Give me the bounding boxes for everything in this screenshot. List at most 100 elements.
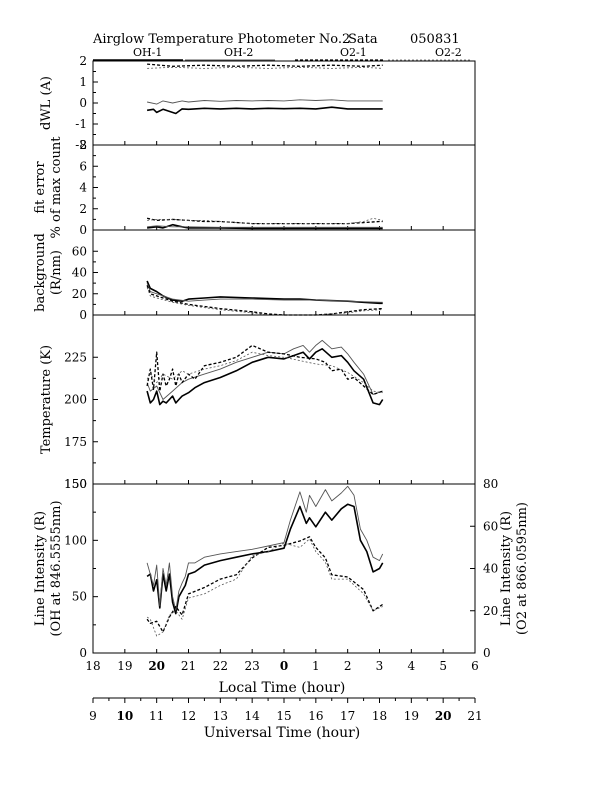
y-right-tick-label: 20: [483, 604, 498, 618]
local-tick-label: 19: [117, 659, 132, 673]
panel-fit: 8 6 4 2 0 fit error% of max count: [33, 136, 476, 239]
universal-tick-label: 18: [372, 709, 387, 723]
series-line-o2-2: [146, 351, 383, 394]
universal-tick-label: 17: [340, 709, 355, 723]
series-line-oh-1: [146, 347, 384, 406]
y-tick-label: 200: [64, 393, 87, 407]
y-tick-label: 175: [64, 435, 87, 449]
series-line-oh-2: [146, 282, 383, 303]
local-tick-label: 5: [439, 659, 447, 673]
series-line-o2-1: [146, 536, 384, 633]
y-tick-label: 225: [64, 350, 87, 364]
y-axis-label: (R/nm): [49, 250, 64, 295]
y-tick-label: 50: [72, 590, 87, 604]
panel-temp: 225 200 175 150 Temperature (K): [39, 314, 476, 491]
universal-tick-label: 9: [89, 709, 97, 723]
series-line-oh-2: [146, 339, 383, 400]
y-tick-label: 0: [79, 646, 87, 660]
universal-tick-label: 16: [308, 709, 323, 723]
legend-label-o21: O2-1: [340, 46, 367, 59]
legend-label-oh2: OH-2: [224, 46, 253, 59]
universal-tick-label: 20: [435, 709, 452, 723]
y-tick-label: 0: [79, 308, 87, 322]
series-line-o2-2: [147, 217, 383, 225]
y-tick-label: 8: [79, 138, 87, 152]
panel-frame: [92, 229, 476, 316]
universal-tick-label: 21: [467, 709, 482, 723]
series-line-o2-1: [146, 344, 383, 396]
panel-frame: [92, 144, 476, 231]
y-axis-label: background: [33, 233, 48, 312]
y-tick-label: 150: [64, 477, 87, 491]
y-tick-label: 6: [79, 159, 87, 173]
series-line-o2-2: [147, 66, 383, 69]
series-line-o2-2: [146, 287, 383, 316]
y-axis-label: Temperature (K): [39, 345, 54, 454]
legend-label-oh1: OH-1: [133, 46, 162, 59]
y-axis-label: % of max count: [49, 136, 64, 239]
date-label: 050831: [410, 32, 460, 47]
series-line-o2-2: [146, 538, 383, 637]
universal-tick-label: 10: [116, 709, 133, 723]
y-tick-label: -2: [75, 138, 87, 152]
y-tick-label: 2: [79, 202, 87, 216]
time-axes: Local Time (hour) Universal Time (hour) …: [85, 659, 482, 741]
series-line-o2-1: [146, 217, 383, 225]
local-tick-label: 23: [245, 659, 260, 673]
local-tick-label: 2: [344, 659, 352, 673]
local-tick-label: 22: [213, 659, 228, 673]
figure-title: Airglow Temperature Photometer No.2: [92, 32, 350, 47]
local-tick-label: 1: [312, 659, 320, 673]
local-tick-label: 0: [280, 659, 288, 673]
series-line-o2-1: [147, 63, 383, 67]
local-tick-label: 21: [181, 659, 196, 673]
local-tick-label: 20: [148, 659, 165, 673]
y-tick-label: 150: [64, 477, 87, 491]
panel-frame: [92, 314, 476, 485]
local-time-label: Local Time (hour): [219, 680, 346, 696]
universal-tick-label: 15: [276, 709, 291, 723]
figure-header: Airglow Temperature Photometer No.2 Sata…: [92, 32, 460, 47]
y-right-axis-label: Line Intensity (R): [499, 511, 514, 626]
y-tick-label: 0: [79, 96, 87, 110]
site-name: Sata: [348, 32, 378, 47]
y-axis-label: Line Intensity (R): [33, 511, 48, 626]
series-line-o2-1: [146, 285, 383, 316]
local-tick-label: 4: [408, 659, 416, 673]
y-tick-label: 2: [79, 54, 87, 68]
y-tick-label: 40: [72, 266, 87, 280]
universal-tick-label: 11: [149, 709, 164, 723]
universal-tick-label: 12: [181, 709, 196, 723]
y-axis-label: (OH at 846.5555nm): [49, 500, 64, 636]
y-right-tick-label: 40: [483, 562, 498, 576]
y-tick-label: 1: [79, 75, 87, 89]
series-line-oh-2: [147, 99, 383, 105]
universal-time-label: Universal Time (hour): [204, 725, 361, 741]
series-line-oh-1: [146, 106, 383, 115]
local-tick-label: 3: [376, 659, 384, 673]
y-tick-label: 60: [72, 244, 87, 258]
universal-tick-label: 13: [213, 709, 228, 723]
y-right-tick-label: 80: [483, 477, 498, 491]
y-right-tick-label: 0: [483, 646, 491, 660]
series-line-oh-2: [147, 225, 383, 228]
panel-dwl: 2 1 0 -1 -2 dWL (A): [39, 54, 476, 152]
local-tick-label: 6: [471, 659, 479, 673]
y-tick-label: 100: [64, 533, 87, 547]
series-line-oh-2: [146, 485, 384, 611]
y-tick-label: 4: [79, 181, 87, 195]
universal-tick-label: 19: [404, 709, 419, 723]
panel-frame: [92, 483, 476, 654]
y-right-axis-label: (O2 at 866.0595nm): [515, 502, 530, 635]
legend: OH-1 OH-2 O2-1 O2-2: [93, 46, 470, 61]
y-axis-label: dWL (A): [39, 76, 54, 130]
series-line-oh-1: [146, 503, 384, 615]
y-tick-label: 0: [79, 223, 87, 237]
legend-label-o22: O2-2: [435, 46, 462, 59]
series-line-oh-1: [147, 223, 383, 230]
local-tick-label: 18: [85, 659, 100, 673]
universal-tick-label: 14: [245, 709, 261, 723]
